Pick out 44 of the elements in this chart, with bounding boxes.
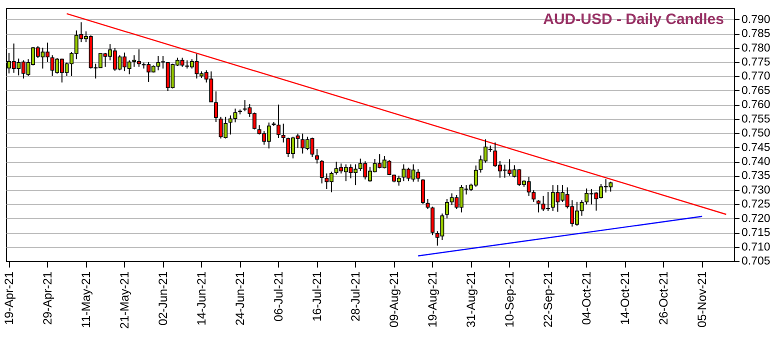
y-tick-label: 0.755 bbox=[742, 113, 770, 126]
x-tick-label: 14-Jun-21 bbox=[194, 271, 209, 326]
x-tick-label: 06-Jul-21 bbox=[272, 271, 286, 322]
y-tick-label: 0.765 bbox=[742, 84, 770, 97]
candlestick bbox=[214, 90, 218, 122]
y-tick-label: 0.715 bbox=[742, 227, 770, 240]
x-tick-label: 11-May-21 bbox=[79, 271, 94, 328]
x-tick-label: 16-Jul-21 bbox=[310, 271, 324, 322]
x-tick-label: 14-Oct-21 bbox=[618, 271, 632, 325]
x-tick-label: 10-Sep-21 bbox=[502, 271, 517, 328]
y-tick-label: 0.750 bbox=[742, 128, 770, 140]
x-tick-label: 02-Jun-21 bbox=[156, 271, 170, 326]
x-tick-label: 19-Aug-21 bbox=[426, 271, 440, 328]
x-tick-label: 28-Jul-21 bbox=[348, 271, 363, 322]
y-tick-label: 0.790 bbox=[742, 14, 770, 26]
x-tick-label: 29-Apr-21 bbox=[40, 271, 55, 325]
candlestick bbox=[420, 178, 425, 205]
x-tick-label: 09-Aug-21 bbox=[387, 271, 402, 328]
x-tick-label: 05-Nov-21 bbox=[695, 271, 710, 328]
candlestick bbox=[281, 123, 286, 143]
chart-title: AUD-USD - Daily Candles bbox=[543, 11, 724, 28]
x-tick-label: 31-Aug-21 bbox=[464, 271, 478, 328]
y-tick-label: 0.740 bbox=[742, 156, 770, 168]
y-tick-label: 0.725 bbox=[742, 198, 770, 211]
y-tick-label: 0.775 bbox=[742, 56, 770, 69]
x-tick-label: 21-May-21 bbox=[118, 271, 132, 329]
x-tick-label: 04-Oct-21 bbox=[580, 271, 594, 325]
y-tick-label: 0.710 bbox=[742, 241, 770, 254]
y-tick-label: 0.745 bbox=[742, 142, 770, 154]
candlestick bbox=[315, 148, 320, 164]
x-tick-label: 22-Sep-21 bbox=[541, 271, 556, 328]
y-tick-label: 0.780 bbox=[742, 42, 770, 54]
y-tick-label: 0.760 bbox=[742, 99, 770, 112]
y-tick-label: 0.785 bbox=[742, 28, 770, 40]
y-tick-label: 0.735 bbox=[742, 170, 770, 182]
x-tick-label: 26-Oct-21 bbox=[656, 271, 671, 325]
x-tick-label: 24-Jun-21 bbox=[233, 271, 248, 326]
candlestick bbox=[536, 200, 540, 213]
y-tick-label: 0.770 bbox=[742, 70, 770, 83]
candlestick bbox=[320, 160, 324, 184]
y-tick-label: 0.730 bbox=[742, 184, 770, 196]
y-tick-label: 0.720 bbox=[742, 212, 770, 225]
y-tick-label: 0.705 bbox=[742, 256, 770, 268]
x-tick-label: 19-Apr-21 bbox=[2, 271, 16, 325]
